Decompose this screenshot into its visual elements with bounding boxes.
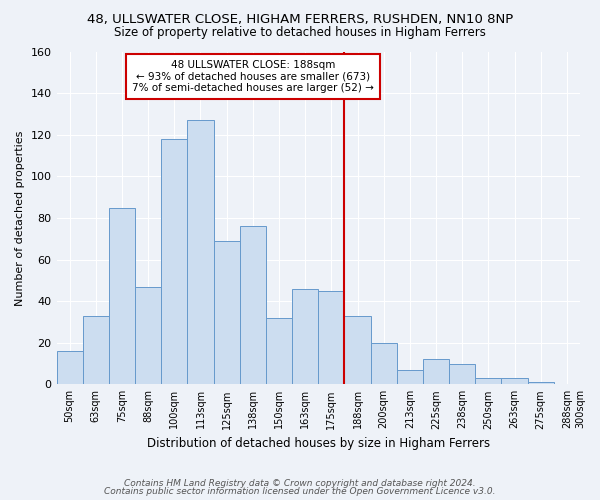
- Bar: [423, 360, 449, 384]
- Text: Contains HM Land Registry data © Crown copyright and database right 2024.: Contains HM Land Registry data © Crown c…: [124, 478, 476, 488]
- Bar: [161, 139, 187, 384]
- Text: 48, ULLSWATER CLOSE, HIGHAM FERRERS, RUSHDEN, NN10 8NP: 48, ULLSWATER CLOSE, HIGHAM FERRERS, RUS…: [87, 12, 513, 26]
- Bar: [109, 208, 135, 384]
- Bar: [83, 316, 109, 384]
- Text: Size of property relative to detached houses in Higham Ferrers: Size of property relative to detached ho…: [114, 26, 486, 39]
- Bar: [56, 351, 83, 384]
- Bar: [371, 342, 397, 384]
- Bar: [449, 364, 475, 384]
- Text: Contains public sector information licensed under the Open Government Licence v3: Contains public sector information licen…: [104, 487, 496, 496]
- X-axis label: Distribution of detached houses by size in Higham Ferrers: Distribution of detached houses by size …: [147, 437, 490, 450]
- Bar: [214, 241, 240, 384]
- Bar: [266, 318, 292, 384]
- Bar: [135, 286, 161, 384]
- Bar: [240, 226, 266, 384]
- Bar: [502, 378, 527, 384]
- Bar: [397, 370, 423, 384]
- Y-axis label: Number of detached properties: Number of detached properties: [15, 130, 25, 306]
- Bar: [527, 382, 554, 384]
- Text: 48 ULLSWATER CLOSE: 188sqm
← 93% of detached houses are smaller (673)
7% of semi: 48 ULLSWATER CLOSE: 188sqm ← 93% of deta…: [132, 60, 374, 93]
- Bar: [187, 120, 214, 384]
- Bar: [318, 290, 344, 384]
- Bar: [475, 378, 502, 384]
- Bar: [344, 316, 371, 384]
- Bar: [292, 288, 318, 384]
